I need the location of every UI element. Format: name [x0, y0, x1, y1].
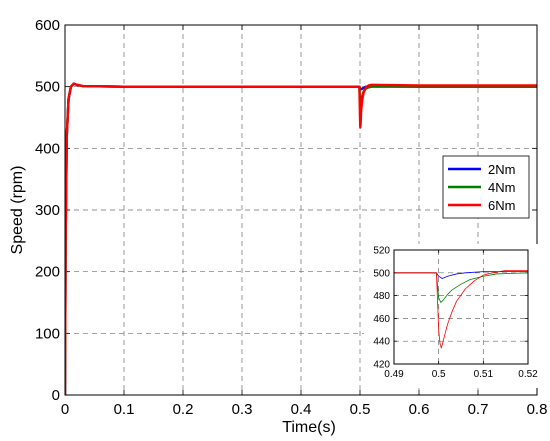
main-x-tick-label: 0.5	[350, 401, 371, 418]
inset-plot: 0.49 0.5 0.51 0.52 420 440 460 480 500 520	[364, 244, 539, 388]
legend: 2Nm 4Nm 6Nm	[442, 155, 530, 219]
inset-plot-area	[394, 250, 528, 364]
inset-series-line-4nm	[394, 272, 528, 303]
inset-series-line-2nm	[394, 271, 528, 279]
main-y-tick-label: 200	[35, 264, 60, 281]
main-x-tick-label: 0.6	[409, 401, 430, 418]
inset-x-tick-label: 0.52	[518, 369, 538, 380]
main-x-tick-label: 0	[61, 401, 69, 418]
main-x-tick-label: 0.3	[232, 401, 253, 418]
main-y-tick-label: 600	[35, 17, 60, 34]
main-x-tick-label: 0.7	[468, 401, 489, 418]
inset-y-tick-label: 480	[373, 291, 390, 302]
main-x-tick-label: 0.2	[173, 401, 194, 418]
legend-label-2nm: 2Nm	[488, 162, 515, 177]
inset-plot-frame	[393, 249, 529, 365]
inset-y-tick-label: 520	[373, 246, 390, 257]
inset-y-tick-label: 460	[373, 314, 390, 325]
legend-label-4nm: 4Nm	[488, 180, 515, 195]
main-x-tick-label: 0.8	[527, 401, 548, 418]
main-series-line-6nm	[65, 82, 537, 395]
inset-x-tick-label: 0.49	[384, 369, 404, 380]
inset-y-tick-label: 500	[373, 268, 390, 279]
inset-x-tick-label: 0.5	[432, 369, 446, 380]
main-y-tick-label: 400	[35, 140, 60, 157]
main-x-tick-label: 0.4	[291, 401, 312, 418]
inset-y-tick-label: 420	[373, 360, 390, 371]
main-y-tick-label: 500	[35, 79, 60, 96]
main-y-tick-label: 100	[35, 325, 60, 342]
main-plot-frame	[64, 24, 538, 396]
inset-series-line-6nm	[394, 270, 528, 349]
x-axis-label: Time(s)	[282, 419, 336, 436]
main-x-tick-label: 0.1	[114, 401, 135, 418]
inset-x-tick-label: 0.51	[474, 369, 494, 380]
main-y-tick-label: 300	[35, 202, 60, 219]
inset-y-tick-label: 440	[373, 337, 390, 348]
legend-label-6nm: 6Nm	[488, 198, 515, 213]
main-y-tick-label: 0	[52, 387, 60, 404]
y-axis-label: Speed (rpm)	[9, 166, 26, 255]
